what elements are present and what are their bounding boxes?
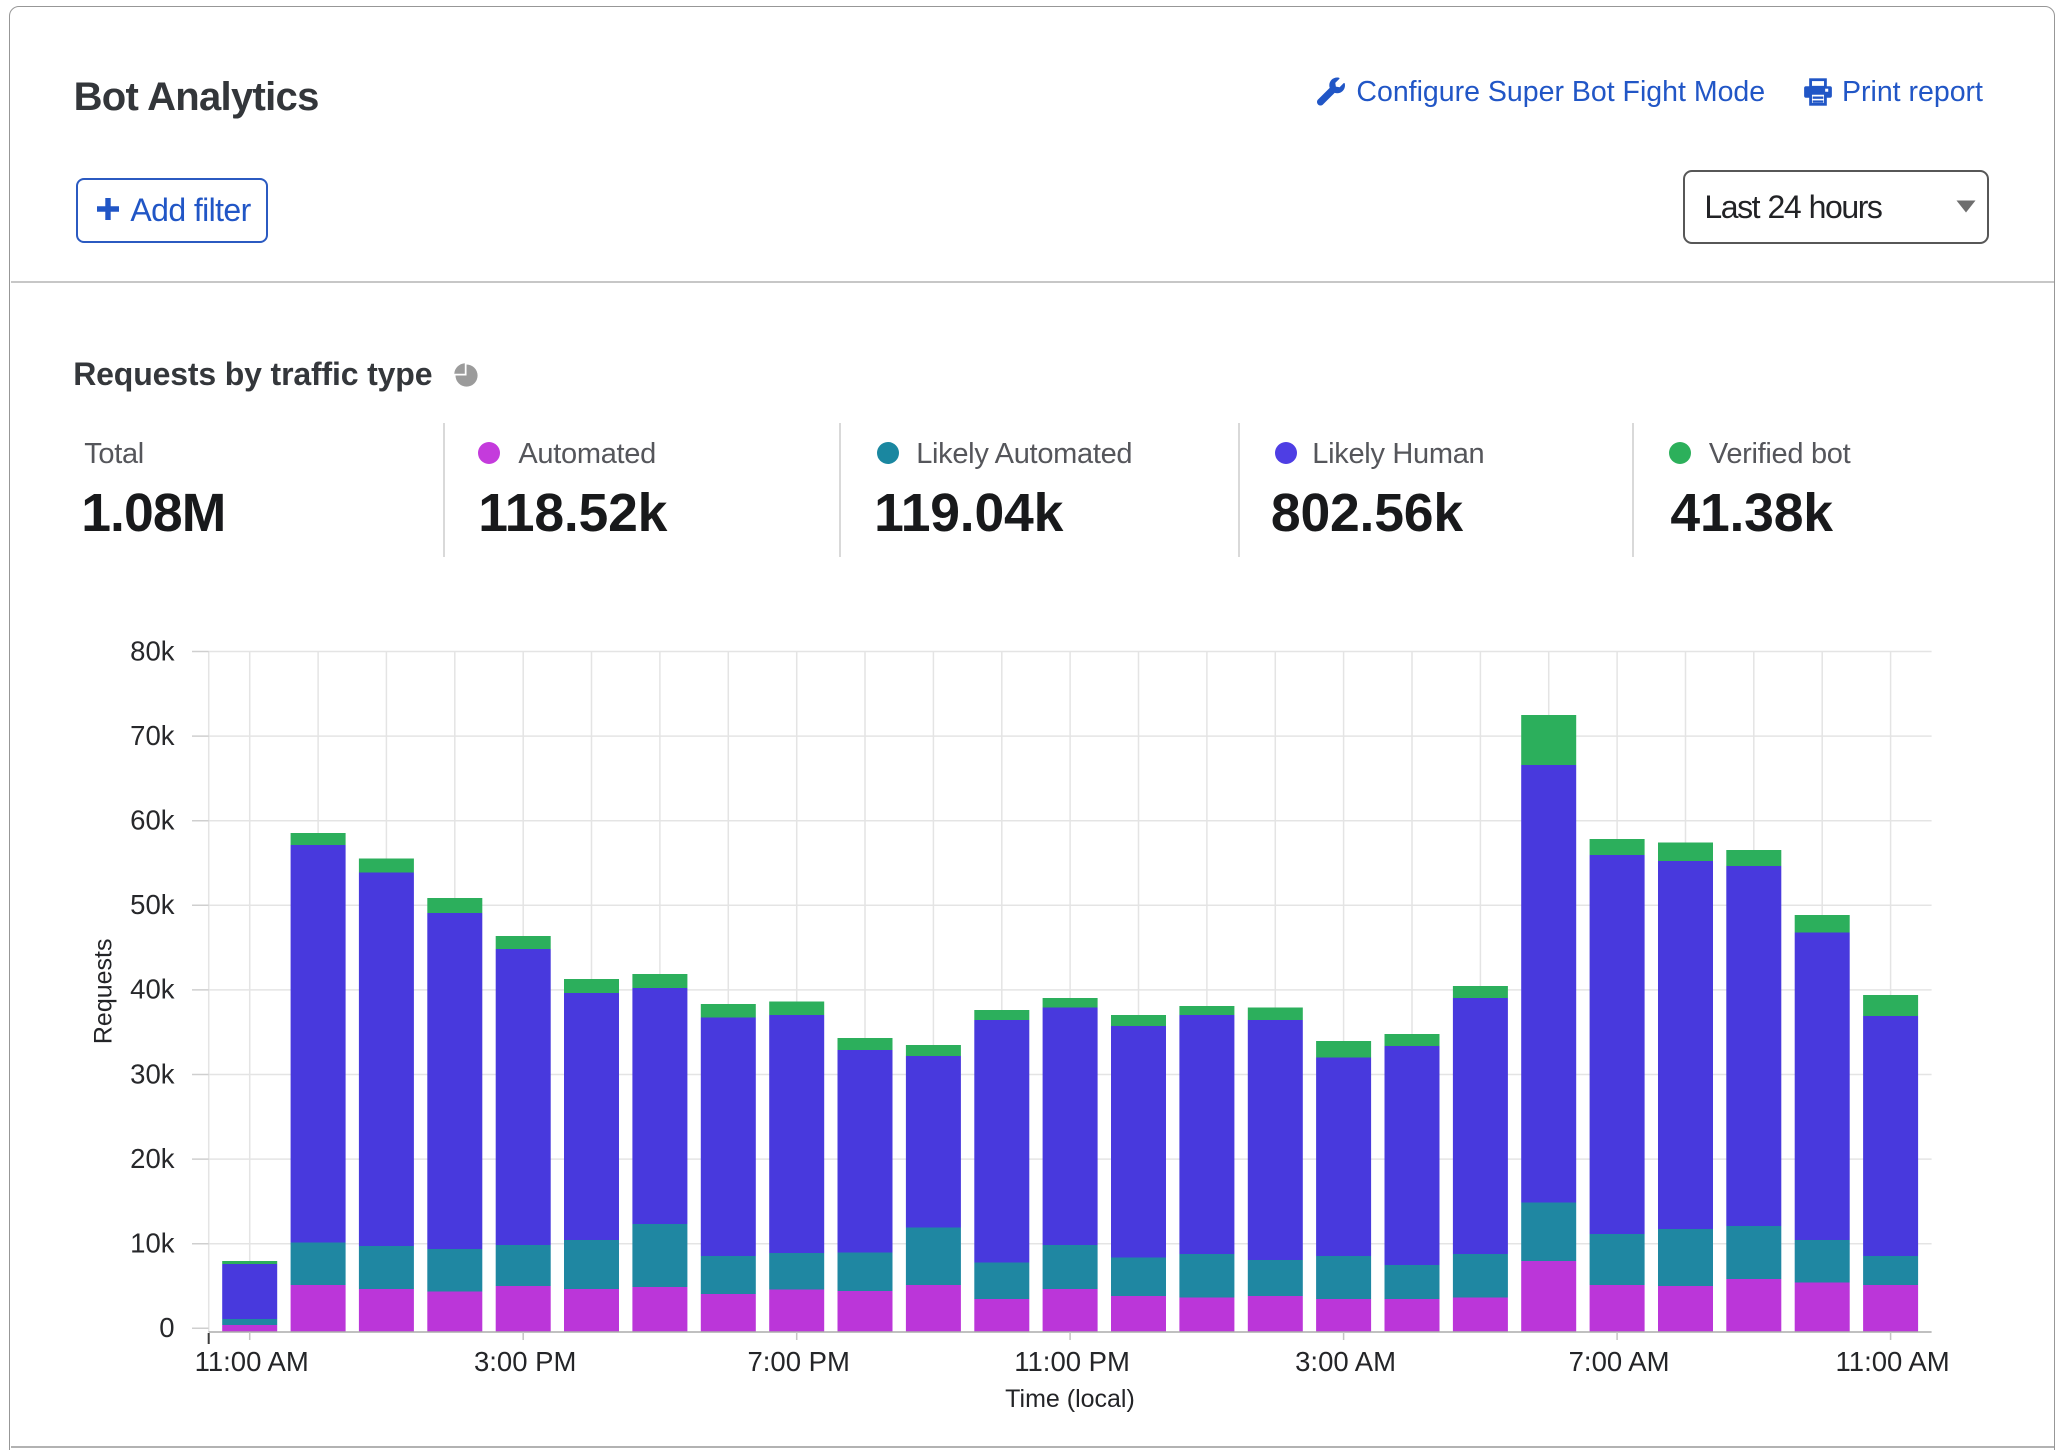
svg-text:3:00 AM: 3:00 AM <box>1295 1346 1396 1377</box>
svg-text:60k: 60k <box>130 805 175 836</box>
svg-text:Time (local): Time (local) <box>1005 1385 1135 1413</box>
svg-text:30k: 30k <box>130 1058 175 1089</box>
svg-text:0: 0 <box>159 1312 174 1343</box>
svg-text:7:00 PM: 7:00 PM <box>747 1346 849 1377</box>
svg-text:20k: 20k <box>130 1143 175 1174</box>
svg-text:10k: 10k <box>130 1228 175 1259</box>
svg-text:40k: 40k <box>130 974 175 1005</box>
svg-text:80k: 80k <box>130 635 175 666</box>
svg-text:70k: 70k <box>130 720 175 751</box>
svg-text:11:00 AM: 11:00 AM <box>1836 1346 1950 1377</box>
svg-text:11:00 PM: 11:00 PM <box>1014 1346 1130 1377</box>
svg-text:7:00 AM: 7:00 AM <box>1569 1346 1670 1377</box>
svg-text:3:00 PM: 3:00 PM <box>474 1346 576 1377</box>
svg-text:Requests: Requests <box>90 938 118 1044</box>
svg-text:50k: 50k <box>130 889 175 920</box>
svg-text:11:00 AM: 11:00 AM <box>195 1346 309 1377</box>
